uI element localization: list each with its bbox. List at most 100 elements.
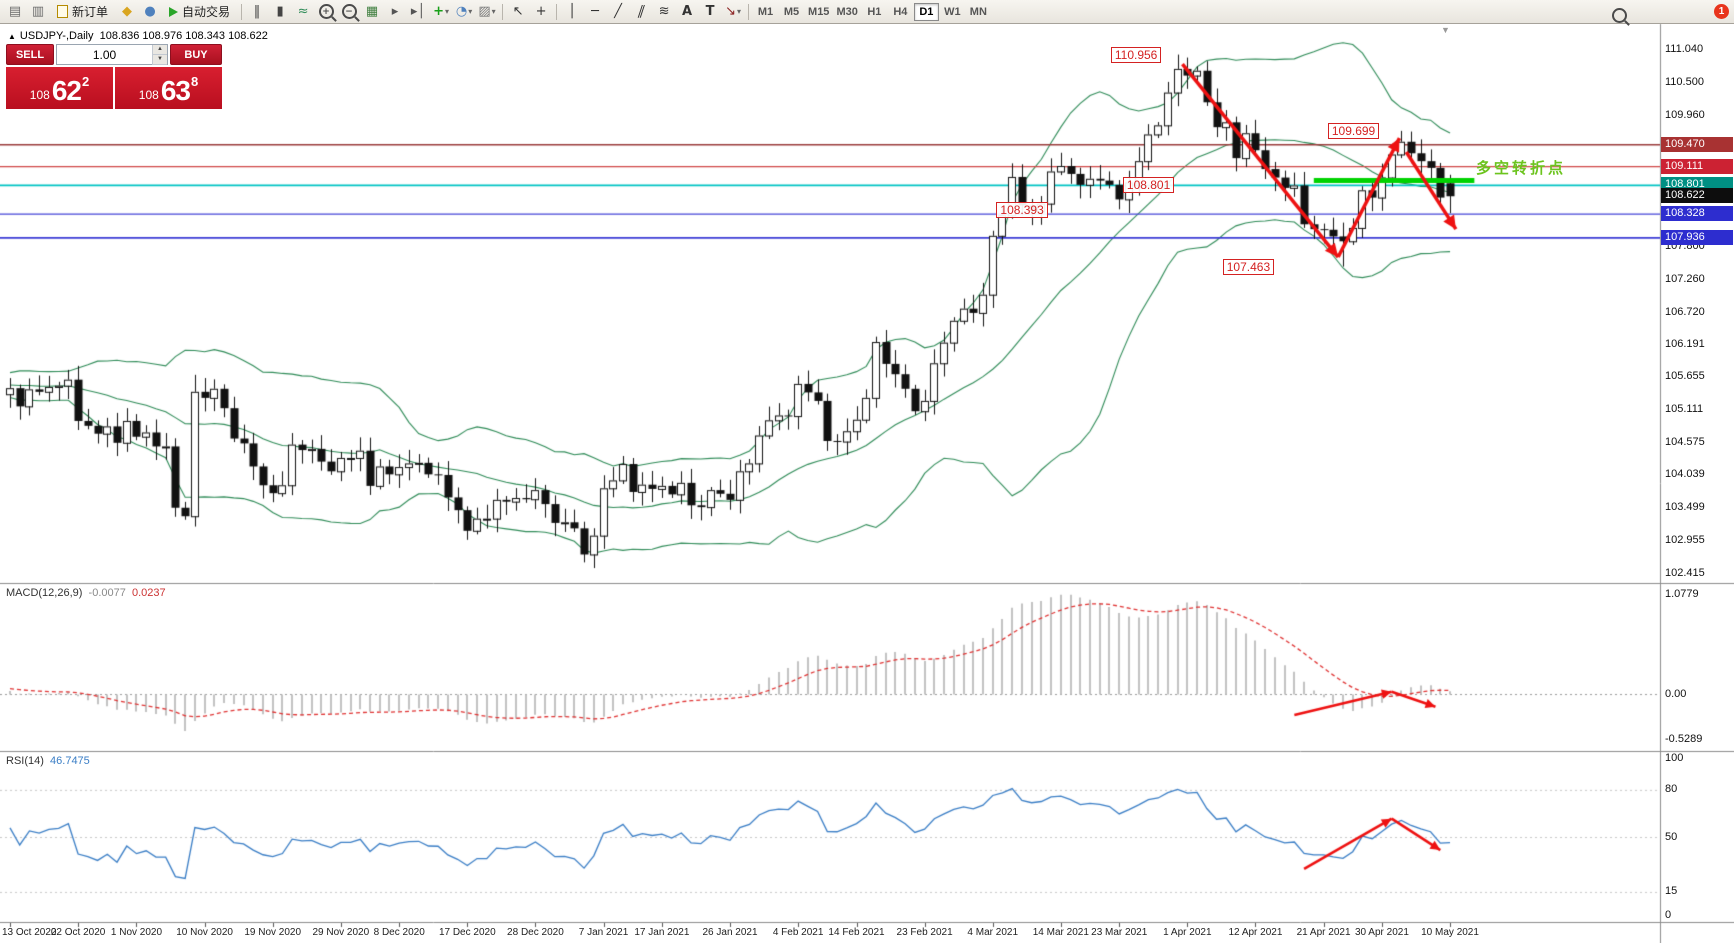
- date-label: 10 May 2021: [1421, 927, 1479, 938]
- volume-down-button[interactable]: ▼: [153, 54, 167, 65]
- price-tag-107.936: 107.936: [1661, 229, 1733, 245]
- sell-price-panel[interactable]: 108 62 2: [6, 67, 113, 109]
- sell-price-pips: 62: [51, 75, 82, 106]
- one-click-toggle-icon[interactable]: ▲: [8, 32, 16, 41]
- templates-button[interactable]: ▨ ▾: [476, 2, 498, 22]
- volume-value[interactable]: 1.00: [92, 47, 117, 62]
- timeframe-w1[interactable]: W1: [940, 3, 965, 21]
- rsi-axis-tick: 100: [1665, 752, 1684, 764]
- profiles-button[interactable]: ▥: [27, 2, 49, 22]
- price-axis-tick: 102.955: [1665, 534, 1705, 547]
- auto-scroll-icon: ▸: [391, 4, 399, 19]
- horizontal-line-tool-icon: ─: [591, 4, 599, 19]
- crosshair-icon: +: [535, 4, 547, 19]
- rsi-name: RSI(14): [6, 755, 44, 767]
- chart-shift-marker-icon[interactable]: ▼: [1441, 25, 1450, 35]
- price-axis-tick: 109.960: [1665, 109, 1705, 122]
- price-annotation-107.463[interactable]: 107.463: [1222, 259, 1275, 276]
- rsi-axis-tick: 80: [1665, 783, 1678, 796]
- price-annotation-110.956[interactable]: 110.956: [1110, 46, 1162, 63]
- macd-signal-value: 0.0237: [131, 587, 166, 599]
- candlestick-mode-button[interactable]: ▮: [269, 2, 291, 22]
- channel-tool-button[interactable]: ∥: [630, 2, 652, 22]
- main-toolbar: ▤ ▥ 新订单 ◆ ● 自动交易 ‖ ▮ ≈ + − ▦ ▸ ▸│ + ▾ ◔ ▾ ▨ ▾ ↖ + │ ─ ╱ ∥ ≋ A T ↘ ▾ M1 M…: [0, 0, 1734, 24]
- vertical-line-tool-button[interactable]: │: [561, 2, 583, 22]
- dropdown-caret-icon: ▾: [444, 7, 449, 16]
- symbol-ohlc: 108.836 108.976 108.343 108.622: [99, 30, 268, 42]
- rsi-axis-tick: 50: [1665, 830, 1678, 843]
- buy-price-point: 8: [190, 74, 199, 89]
- volume-up-button[interactable]: ▲: [153, 44, 167, 55]
- templates-icon: ▨: [478, 4, 491, 19]
- zoom-out-button[interactable]: −: [338, 2, 360, 22]
- date-label: 17 Jan 2021: [634, 927, 690, 938]
- macd-main-value: -0.0077: [88, 587, 126, 599]
- rsi-axis-tick: 15: [1665, 885, 1678, 898]
- price-annotation-108.393[interactable]: 108.393: [996, 202, 1048, 219]
- dropdown-caret-icon: ▾: [736, 7, 741, 16]
- buy-button[interactable]: BUY: [170, 44, 222, 65]
- cursor-icon: ↖: [512, 4, 524, 19]
- timeframe-h4[interactable]: H4: [888, 3, 913, 21]
- tile-windows-button[interactable]: ▦: [361, 2, 383, 22]
- line-chart-mode-button[interactable]: ≈: [292, 2, 314, 22]
- rsi-indicator-label: RSI(14) 46.7475: [6, 755, 90, 767]
- timeframe-m5[interactable]: M5: [779, 3, 804, 21]
- timeframe-d1[interactable]: D1: [913, 2, 939, 21]
- zoom-in-button[interactable]: +: [315, 2, 337, 22]
- volume-field[interactable]: 1.00 ▲ ▼: [56, 44, 168, 65]
- sell-button[interactable]: SELL: [6, 44, 54, 65]
- volume-spinner[interactable]: ▲ ▼: [152, 44, 167, 65]
- autotrading-button[interactable]: 自动交易: [162, 2, 237, 22]
- timeframe-mn[interactable]: MN: [966, 3, 991, 21]
- horizontal-line-tool-button[interactable]: ─: [584, 2, 606, 22]
- price-axis-tick: 102.415: [1665, 566, 1705, 579]
- line-chart-mode-icon: ≈: [297, 4, 309, 19]
- sell-price-base: 108: [29, 88, 50, 102]
- macd-indicator-label: MACD(12,26,9) -0.0077 0.0237: [6, 587, 166, 599]
- indicators-button[interactable]: + ▾: [430, 2, 452, 22]
- macd-axis-tick: 0.00: [1665, 687, 1687, 700]
- auto-scroll-button[interactable]: ▸: [384, 2, 406, 22]
- metaeditor-icon: ◆: [122, 4, 133, 19]
- fibonacci-tool-button[interactable]: ≋: [653, 2, 675, 22]
- date-label: 12 Apr 2021: [1228, 927, 1283, 938]
- new-order-button[interactable]: 新订单: [50, 2, 115, 22]
- market-watch-button[interactable]: ●: [139, 2, 161, 22]
- metaeditor-button[interactable]: ◆: [116, 2, 138, 22]
- rsi-axis-tick: 0: [1665, 909, 1672, 921]
- sell-price-point: 2: [81, 74, 90, 89]
- text-tool-button[interactable]: A: [676, 2, 698, 22]
- price-annotation-109.699[interactable]: 109.699: [1327, 122, 1380, 139]
- date-label: 14 Feb 2021: [828, 927, 885, 938]
- arrows-tool-button[interactable]: ↘ ▾: [722, 2, 744, 22]
- indicators-icon: +: [433, 4, 444, 19]
- crosshair-button[interactable]: +: [530, 2, 552, 22]
- buy-price-panel[interactable]: 108 63 8: [115, 67, 222, 109]
- turning-point-annotation[interactable]: 多空转折点: [1476, 160, 1567, 177]
- label-tool-icon: T: [705, 4, 715, 19]
- trendline-tool-button[interactable]: ╱: [607, 2, 629, 22]
- price-axis-tick: 105.655: [1665, 370, 1705, 383]
- vertical-line-tool-icon: │: [568, 4, 576, 19]
- periods-button[interactable]: ◔ ▾: [453, 2, 475, 22]
- search-button[interactable]: [1608, 5, 1630, 25]
- new-chart-button[interactable]: ▤: [4, 2, 26, 22]
- label-tool-button[interactable]: T: [699, 2, 721, 22]
- timeframe-h1[interactable]: H1: [862, 3, 887, 21]
- cursor-button[interactable]: ↖: [507, 2, 529, 22]
- price-axis-tick: 106.191: [1665, 337, 1705, 350]
- date-label: 28 Dec 2020: [507, 927, 564, 938]
- notification-badge[interactable]: 1: [1714, 4, 1729, 19]
- date-label: 1 Nov 2020: [110, 927, 163, 938]
- timeframe-m15[interactable]: M15: [805, 3, 832, 21]
- date-label: 10 Nov 2020: [176, 927, 233, 938]
- date-label: 4 Mar 2021: [967, 927, 1019, 938]
- price-annotation-108.801[interactable]: 108.801: [1122, 177, 1175, 194]
- timeframe-m1[interactable]: M1: [753, 3, 778, 21]
- new-order-icon: [57, 5, 68, 18]
- timeframe-m30[interactable]: M30: [833, 3, 860, 21]
- chart-shift-button[interactable]: ▸│: [407, 2, 429, 22]
- bar-chart-mode-button[interactable]: ‖: [246, 2, 268, 22]
